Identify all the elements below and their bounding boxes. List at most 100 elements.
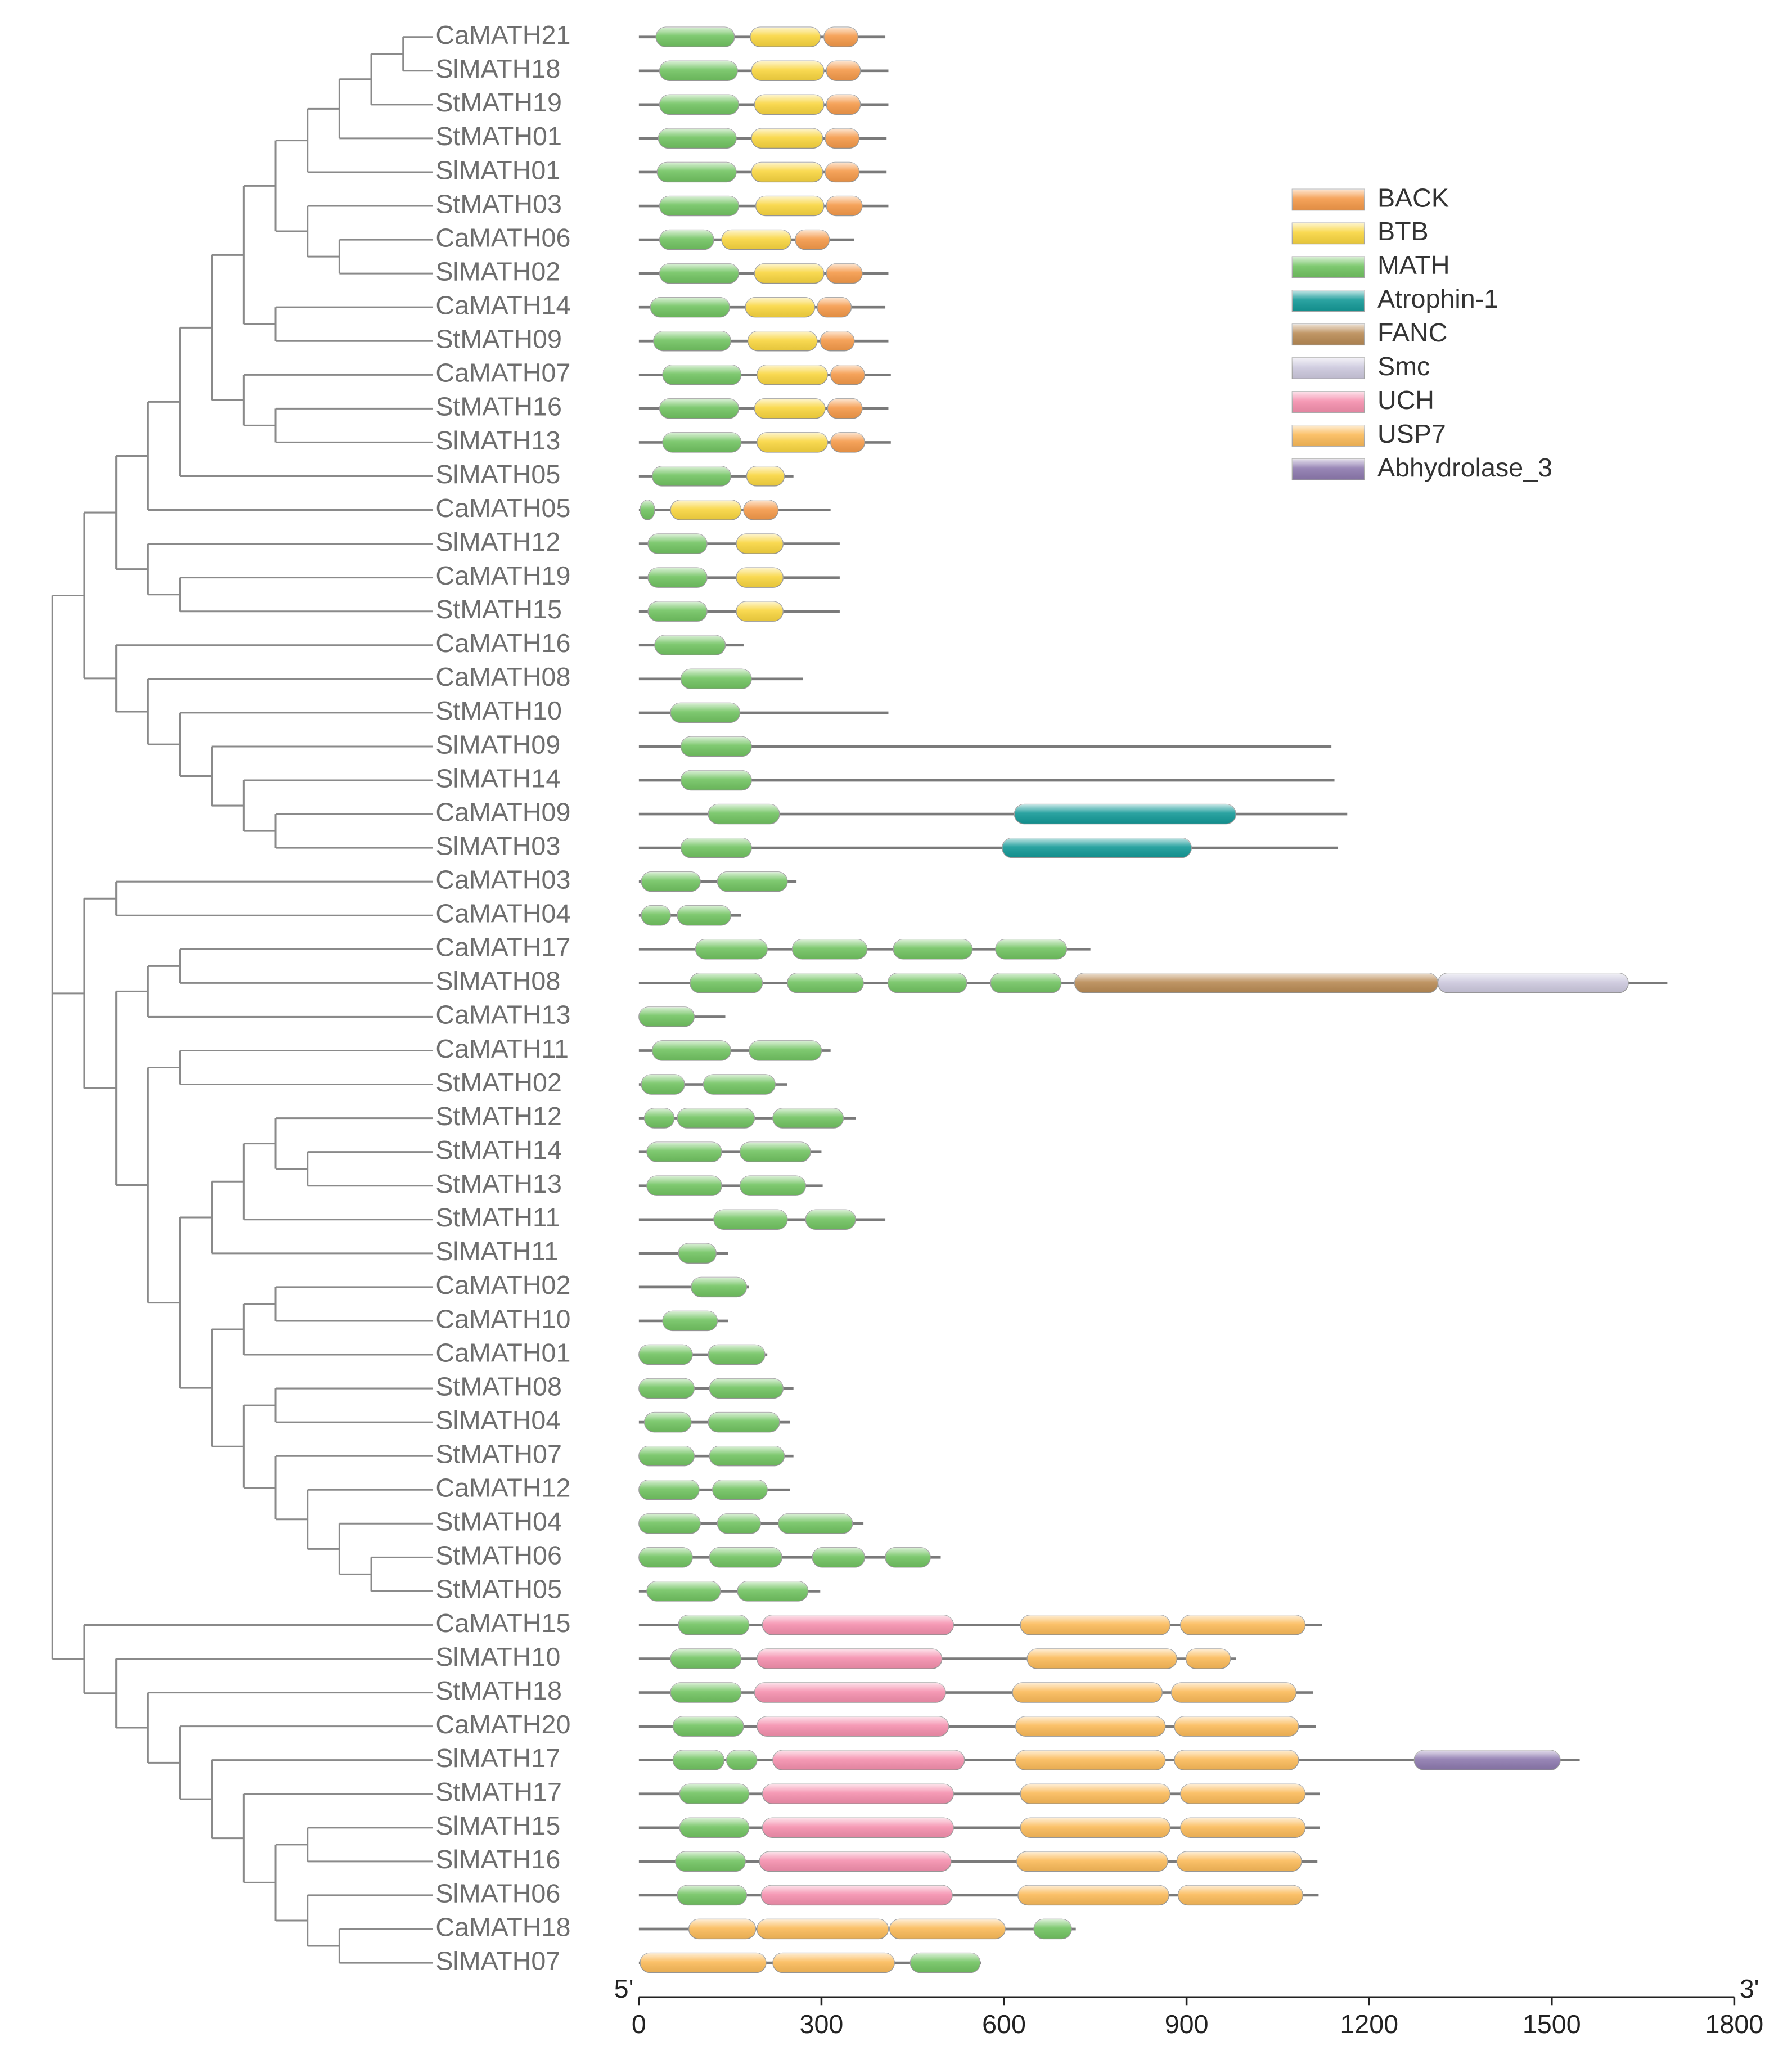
domain bbox=[654, 635, 726, 655]
domain bbox=[643, 1411, 692, 1433]
domain-shine bbox=[805, 1210, 856, 1230]
domain-shine bbox=[638, 1513, 701, 1534]
legend-label: MATH bbox=[1377, 250, 1450, 280]
domain-shine bbox=[653, 331, 731, 351]
domain-shine bbox=[827, 398, 862, 419]
protein-label: SlMATH06 bbox=[435, 1878, 560, 1908]
domain bbox=[677, 905, 731, 926]
domain-shine bbox=[675, 1851, 746, 1872]
domain-shine bbox=[1002, 838, 1192, 858]
domain bbox=[743, 500, 779, 520]
domain-shine bbox=[670, 703, 740, 723]
domain bbox=[1020, 1817, 1171, 1838]
domain bbox=[1174, 1750, 1299, 1770]
protein-label: StMATH09 bbox=[435, 325, 562, 354]
domain-shine bbox=[893, 939, 972, 959]
protein-label: SlMATH05 bbox=[435, 460, 560, 489]
domain-shine bbox=[1174, 1716, 1299, 1737]
domain-shine bbox=[641, 905, 671, 925]
legend-shine bbox=[1292, 357, 1365, 379]
domain bbox=[820, 331, 855, 352]
domain bbox=[653, 331, 731, 352]
domain-shine bbox=[678, 1243, 717, 1264]
domain-shine bbox=[826, 196, 862, 216]
x-tick-label: 1500 bbox=[1523, 2009, 1581, 2039]
domain-shine bbox=[812, 1547, 865, 1567]
domain-shine bbox=[677, 905, 731, 925]
domain-shine bbox=[754, 95, 824, 115]
domain-shine bbox=[757, 1919, 889, 1939]
domain-shine bbox=[762, 1818, 954, 1838]
domain bbox=[817, 297, 852, 318]
domain-shine bbox=[1177, 1851, 1302, 1872]
protein-label: SlMATH09 bbox=[435, 730, 560, 759]
domain bbox=[990, 973, 1062, 993]
domain bbox=[757, 432, 828, 453]
domain-shine bbox=[659, 263, 739, 284]
domain bbox=[709, 1378, 784, 1399]
domain-shine bbox=[673, 1716, 744, 1737]
protein-label: SlMATH18 bbox=[435, 54, 560, 83]
domain-shine bbox=[663, 1311, 718, 1331]
domain bbox=[748, 1040, 822, 1061]
domain bbox=[662, 365, 742, 385]
domain-shine bbox=[646, 1142, 722, 1162]
domain bbox=[757, 1716, 949, 1737]
domain-shine bbox=[820, 331, 854, 351]
domain bbox=[1176, 1851, 1302, 1872]
protein-label: StMATH03 bbox=[435, 189, 562, 218]
domain-shine bbox=[712, 1480, 768, 1500]
domain-shine bbox=[670, 1649, 741, 1669]
protein-label: SlMATH11 bbox=[435, 1237, 558, 1266]
domain-shine bbox=[722, 230, 791, 250]
domain-shine bbox=[717, 1513, 761, 1534]
protein-label: CaMATH19 bbox=[435, 561, 570, 590]
domain bbox=[670, 1648, 742, 1669]
domain bbox=[759, 1851, 952, 1872]
domain-shine bbox=[826, 61, 861, 81]
domain-shine bbox=[638, 1378, 695, 1399]
protein-label: SlMATH04 bbox=[435, 1405, 560, 1435]
domain-shine bbox=[681, 736, 752, 757]
domain bbox=[739, 1141, 811, 1162]
x-tick-label: 0 bbox=[632, 2009, 646, 2039]
domain bbox=[708, 803, 780, 825]
domain bbox=[830, 432, 865, 453]
domain-shine bbox=[640, 500, 655, 520]
protein-label: StMATH19 bbox=[435, 88, 562, 117]
domain bbox=[709, 1445, 785, 1467]
domain-shine bbox=[761, 1885, 953, 1905]
domain bbox=[762, 1615, 954, 1635]
domain-shine bbox=[772, 1953, 895, 1973]
domain-shine bbox=[825, 162, 859, 182]
domain bbox=[691, 1276, 748, 1298]
domain bbox=[659, 195, 739, 217]
domain bbox=[670, 500, 742, 520]
domain-shine bbox=[691, 1277, 747, 1297]
domain bbox=[909, 1952, 981, 1973]
domain-shine bbox=[736, 568, 784, 588]
domain-shine bbox=[1171, 1683, 1296, 1703]
protein-label: StMATH07 bbox=[435, 1440, 562, 1469]
domain-shine bbox=[754, 1683, 946, 1703]
protein-label: SlMATH07 bbox=[435, 1946, 560, 1975]
legend-label: Smc bbox=[1377, 352, 1430, 381]
protein-label: CaMATH06 bbox=[435, 223, 570, 252]
legend-shine bbox=[1292, 189, 1365, 210]
domain bbox=[675, 1851, 746, 1872]
domain-shine bbox=[713, 1210, 787, 1230]
domain bbox=[1017, 1885, 1169, 1906]
domain-shine bbox=[695, 939, 768, 959]
domain bbox=[746, 466, 785, 487]
legend-shine bbox=[1292, 425, 1365, 447]
legend-label: Abhydrolase_3 bbox=[1377, 453, 1552, 482]
protein-label: CaMATH17 bbox=[435, 933, 570, 962]
domain bbox=[1185, 1648, 1231, 1669]
protein-label: SlMATH08 bbox=[435, 966, 560, 996]
domain-shine bbox=[1027, 1649, 1177, 1669]
domain-shine bbox=[1180, 1615, 1305, 1635]
domain bbox=[1002, 837, 1192, 858]
domain-shine bbox=[650, 297, 730, 317]
domain-shine bbox=[1178, 1885, 1303, 1905]
domain bbox=[885, 1547, 931, 1568]
